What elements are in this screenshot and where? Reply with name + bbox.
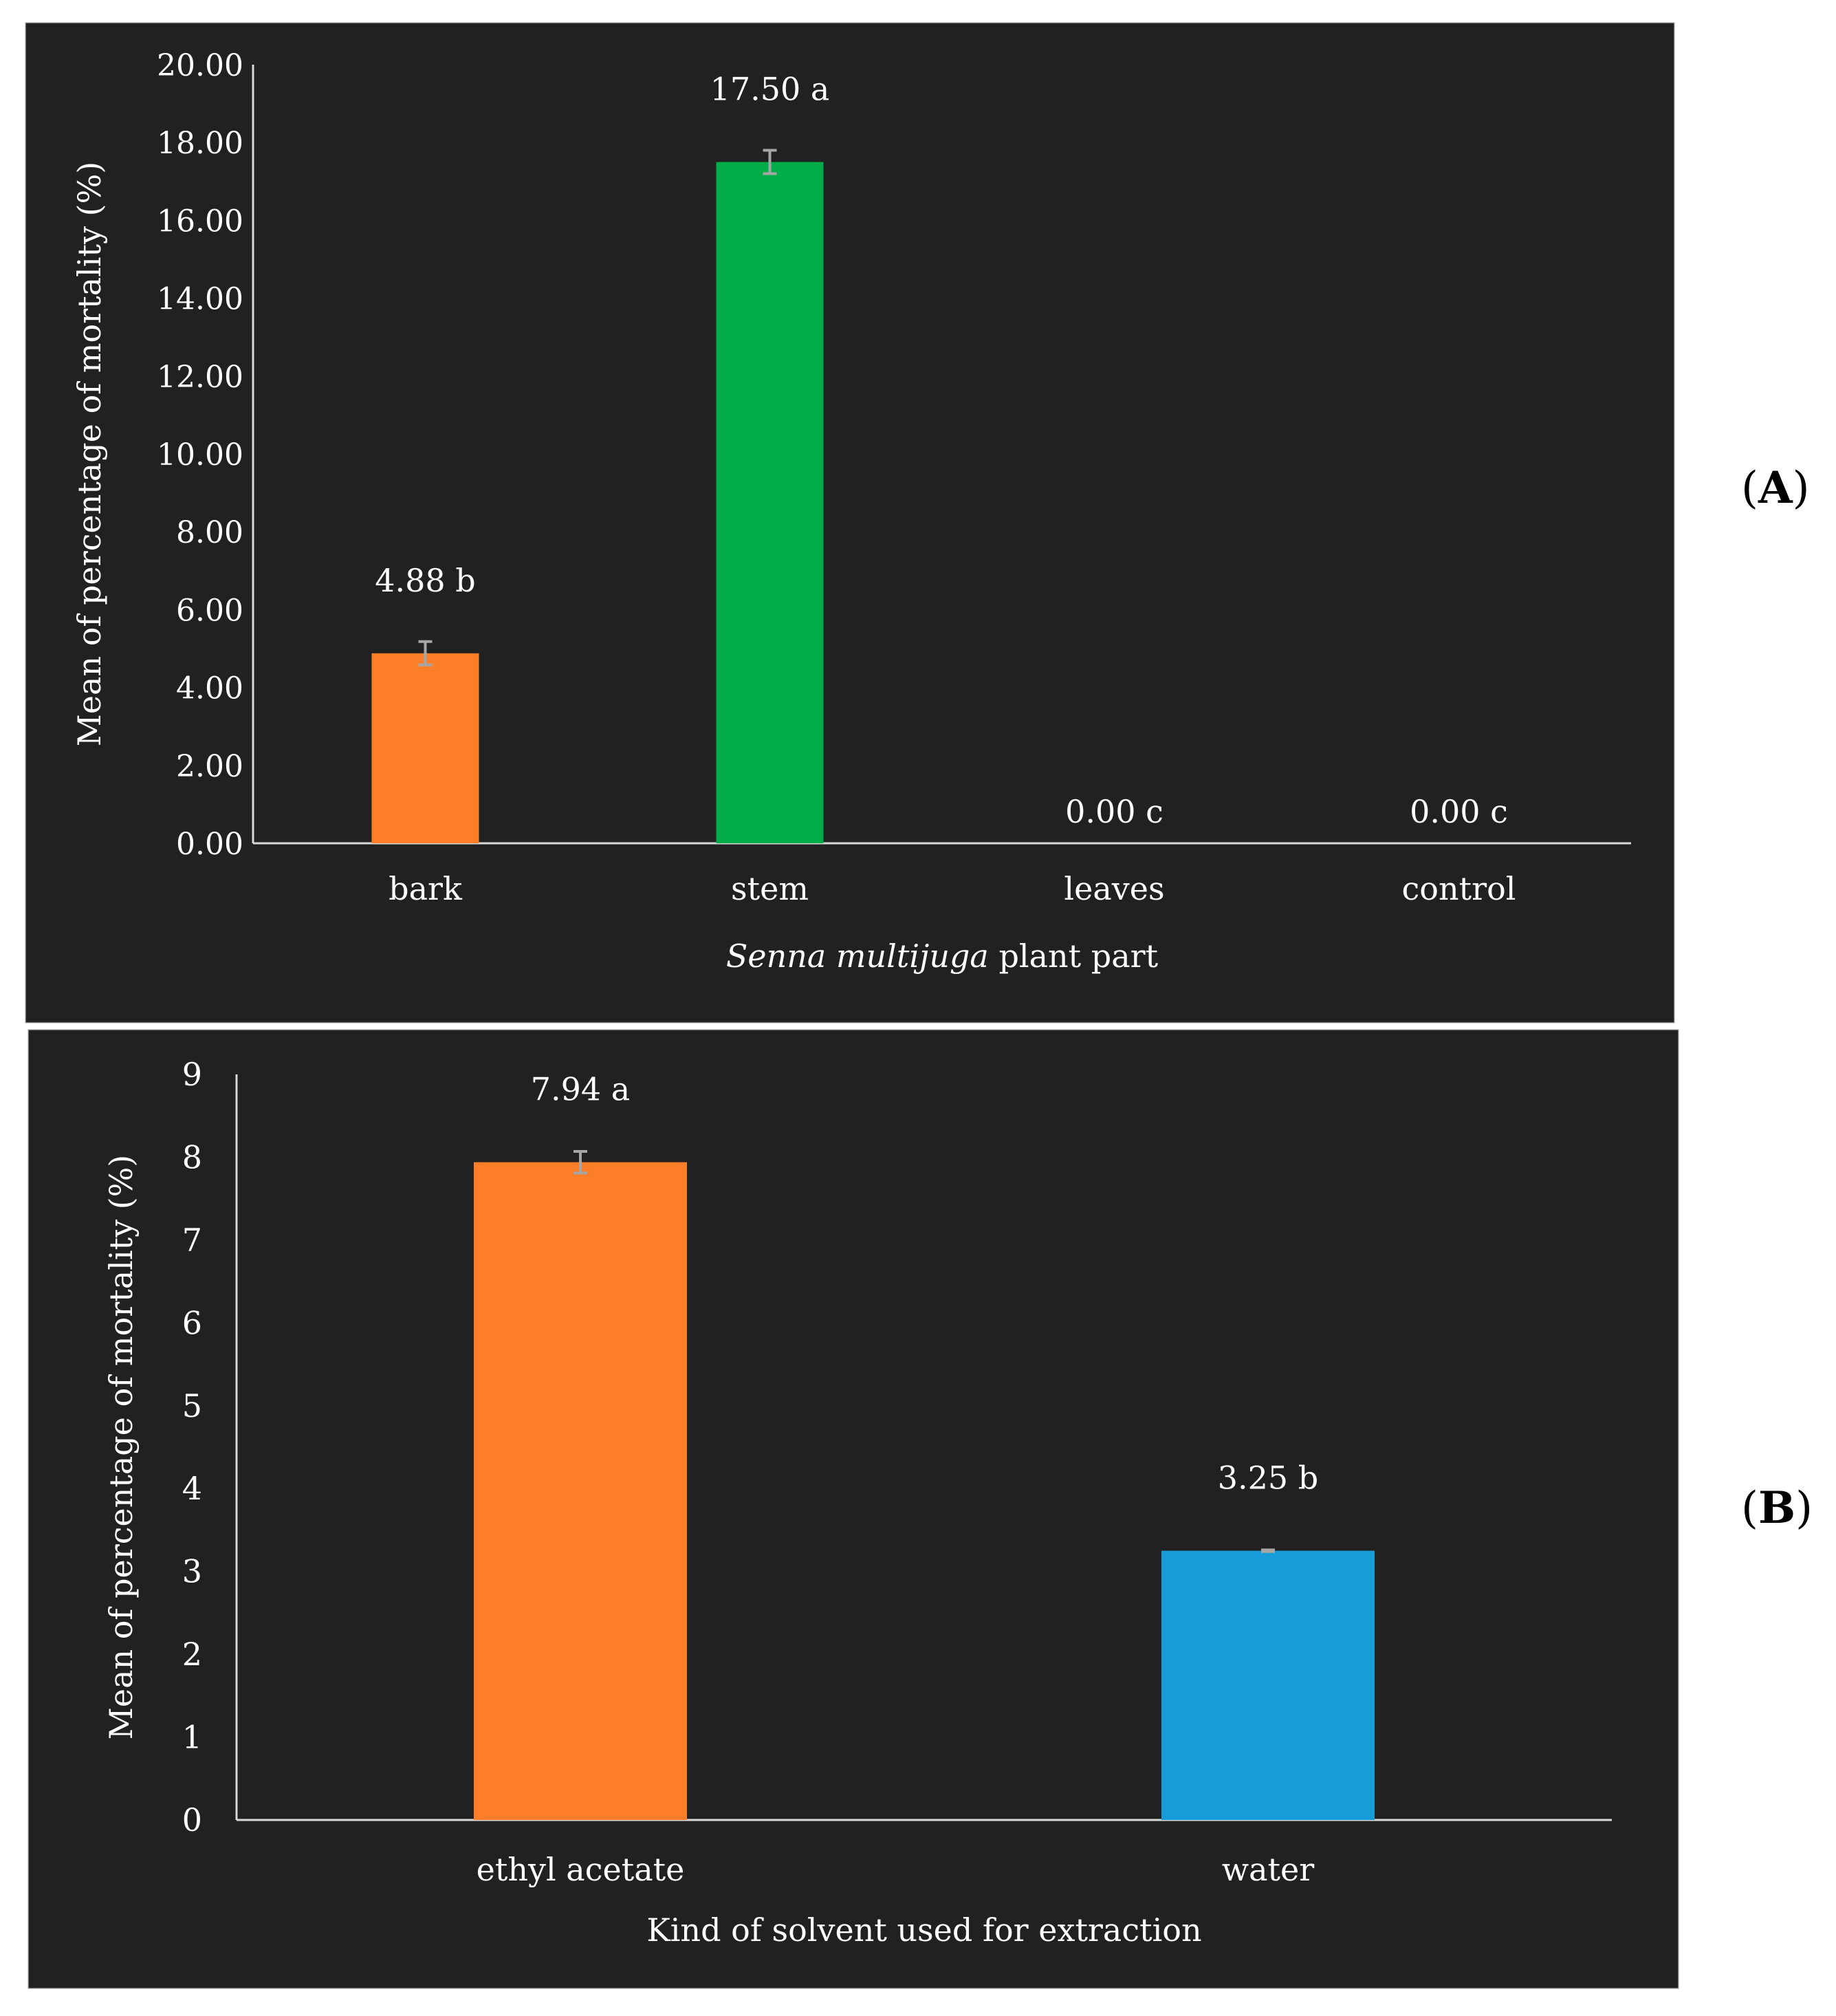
bar (474, 1162, 687, 1820)
y-tick-label: 4.00 (176, 671, 243, 706)
data-label: 3.25 b (1218, 1460, 1319, 1497)
y-tick-label: 7 (182, 1222, 202, 1259)
y-tick-label: 1 (182, 1719, 202, 1756)
x-tick-label: water (1222, 1851, 1315, 1888)
y-tick-label: 2 (182, 1636, 202, 1673)
bar (371, 653, 479, 843)
x-axis-title: Senna multijuga plant part (726, 937, 1159, 975)
x-tick-label: stem (731, 870, 809, 907)
y-tick-label: 14.00 (157, 282, 243, 317)
y-tick-label: 12.00 (157, 360, 243, 395)
mortality-by-solvent-chart: 0 1 2 3 4 5 6 7 8 9 7.94 a ethyl acetate 3.25 b water… (28, 1029, 1679, 1989)
bar (716, 162, 824, 843)
data-label: 7.94 a (531, 1071, 630, 1108)
chart-panel-a: 0.00 2.00 4.00 6.00 8.00 10.00 12.00 14.00 16.00… (25, 22, 1675, 1023)
x-tick-label: leaves (1064, 870, 1164, 907)
y-tick-label: 8.00 (176, 515, 243, 550)
bar (1161, 1550, 1375, 1820)
chart-background (28, 1029, 1679, 1989)
y-tick-label: 6.00 (176, 593, 243, 628)
y-axis-title: Mean of percentage of mortality (%) (102, 1155, 140, 1739)
chart-panel-b: 0 1 2 3 4 5 6 7 8 9 7.94 a ethyl acetate 3.25 b water… (28, 1029, 1679, 1989)
y-tick-label: 18.00 (157, 126, 243, 161)
y-tick-label: 2.00 (176, 749, 243, 784)
mortality-by-plant-part-chart: 0.00 2.00 4.00 6.00 8.00 10.00 12.00 14.00 16.00… (25, 22, 1675, 1023)
panel-label-b: (B) (1741, 1482, 1813, 1534)
y-tick-label: 4 (182, 1470, 202, 1507)
panel-label-a: (A) (1741, 462, 1810, 514)
y-tick-label: 5 (182, 1387, 202, 1424)
y-tick-label: 0.00 (176, 827, 243, 862)
y-axis-title: Mean of percentage of mortality (%) (71, 162, 108, 746)
chart-background (25, 22, 1675, 1023)
data-label: 0.00 c (1065, 793, 1163, 830)
x-tick-label: control (1402, 870, 1516, 907)
y-tick-label: 16.00 (157, 204, 243, 239)
x-tick-label: bark (389, 870, 463, 907)
x-tick-label: ethyl acetate (477, 1851, 685, 1888)
data-label: 17.50 a (710, 71, 830, 108)
y-tick-label: 3 (182, 1553, 202, 1590)
data-label: 0.00 c (1410, 793, 1508, 830)
y-tick-label: 8 (182, 1138, 202, 1175)
y-tick-label: 20.00 (157, 48, 243, 83)
data-label: 4.88 b (375, 562, 476, 599)
y-tick-label: 9 (182, 1056, 202, 1093)
y-tick-label: 0 (182, 1801, 202, 1839)
x-axis-title: Kind of solvent used for extraction (646, 1911, 1201, 1949)
y-tick-label: 10.00 (157, 437, 243, 473)
y-tick-label: 6 (182, 1304, 202, 1341)
